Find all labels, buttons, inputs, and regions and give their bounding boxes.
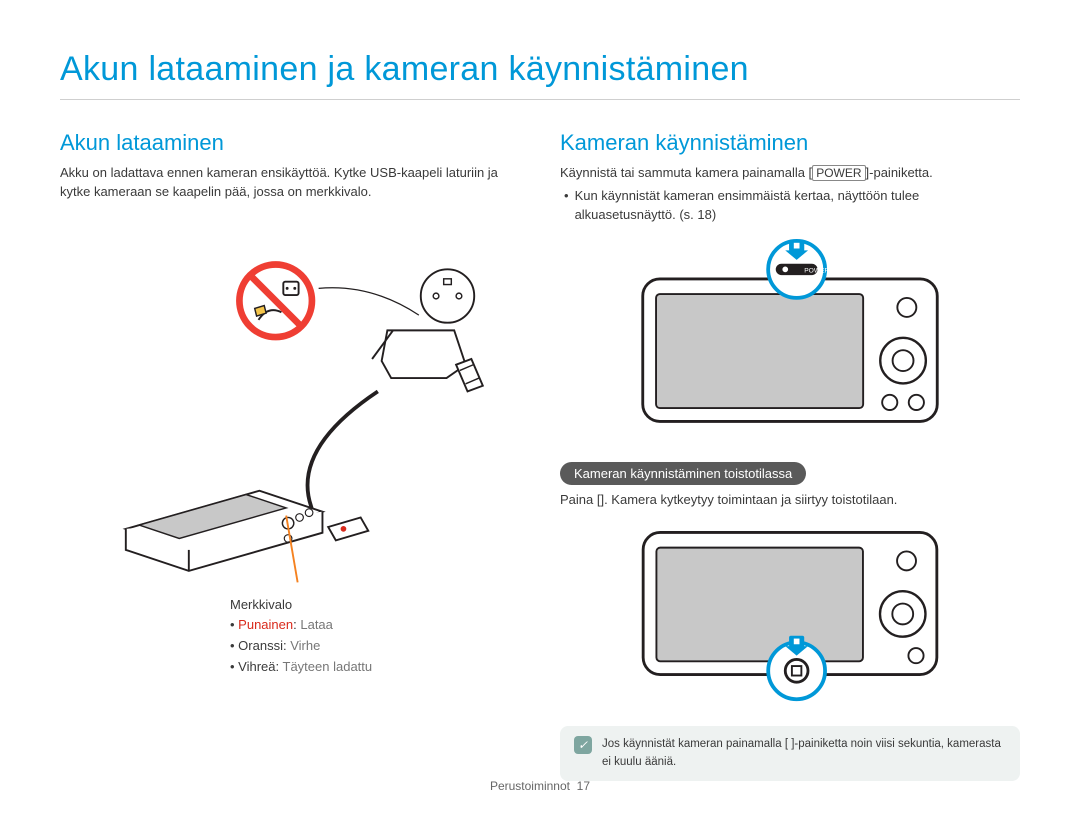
note-text: Jos käynnistät kameran painamalla [ ]-pa… xyxy=(602,736,1006,771)
note-icon: ✓ xyxy=(574,736,592,754)
led-annotation: Merkkivalo • Punainen: Lataa • Oranssi: … xyxy=(230,595,520,678)
power-button-label: POWER xyxy=(804,267,829,274)
indicator-row-0: • Punainen: Lataa xyxy=(230,615,520,636)
content-columns: Akun lataaminen Akku on ladattava ennen … xyxy=(60,130,1020,781)
power-key-label: POWER xyxy=(812,165,865,181)
right-line1: Käynnistä tai sammuta kamera painamalla … xyxy=(560,164,1020,183)
playback-diagram xyxy=(560,523,1020,708)
sub-heading-badge: Kameran käynnistäminen toistotilassa xyxy=(560,462,806,485)
indicator-row-1: • Oranssi: Virhe xyxy=(230,636,520,657)
right-column: Kameran käynnistäminen Käynnistä tai sam… xyxy=(560,130,1020,781)
power-on-diagram: POWER xyxy=(560,239,1020,434)
charging-diagram xyxy=(60,216,520,591)
left-column: Akun lataaminen Akku on ladattava ennen … xyxy=(60,130,520,781)
left-heading: Akun lataaminen xyxy=(60,130,520,156)
page-title: Akun lataaminen ja kameran käynnistämine… xyxy=(60,50,1020,100)
right-bullets: •Kun käynnistät kameran ensimmäistä kert… xyxy=(564,187,1020,225)
annotation-title: Merkkivalo xyxy=(230,595,520,616)
indicator-row-2: • Vihreä: Täyteen ladattu xyxy=(230,657,520,678)
note-box: ✓ Jos käynnistät kameran painamalla [ ]-… xyxy=(560,726,1020,781)
left-intro-text: Akku on ladattava ennen kameran ensikäyt… xyxy=(60,164,520,202)
page-footer: Perustoiminnot 17 xyxy=(0,779,1080,793)
sub-text: Paina []. Kamera kytkeytyy toimintaan ja… xyxy=(560,491,1020,510)
right-heading: Kameran käynnistäminen xyxy=(560,130,1020,156)
